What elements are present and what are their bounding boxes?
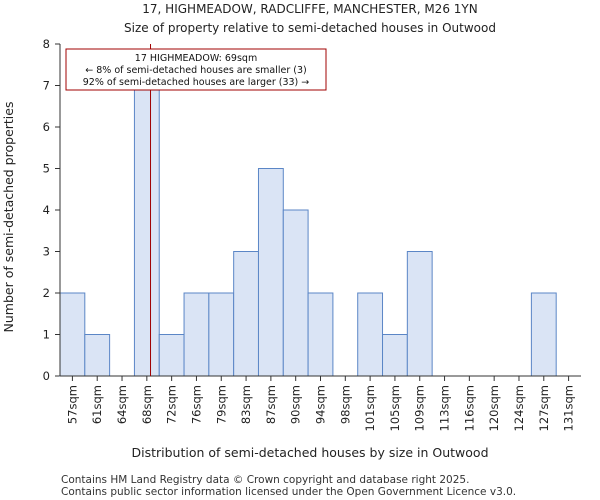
bar-94sqm	[307, 292, 334, 377]
y-tick-label-6: 6	[43, 120, 50, 134]
bar-127sqm	[530, 292, 557, 377]
y-tick-label-2: 2	[43, 286, 50, 300]
x-tick-label-57sqm: 57sqm	[65, 385, 79, 424]
chart-title-line-1: 17, HIGHMEADOW, RADCLIFFE, MANCHESTER, M…	[142, 2, 477, 16]
y-tick-label-1: 1	[43, 328, 50, 342]
x-tick-label-83sqm: 83sqm	[239, 385, 253, 424]
bar-68sqm	[133, 85, 160, 377]
bar-79sqm	[208, 292, 235, 377]
annotation-line-1: 17 HIGHMEADOW: 69sqm	[135, 53, 257, 64]
x-tick-label-116sqm: 116sqm	[462, 385, 476, 431]
x-tick-label-131sqm: 131sqm	[562, 385, 576, 431]
x-tick-label-127sqm: 127sqm	[537, 385, 551, 431]
x-tick-label-98sqm: 98sqm	[338, 385, 352, 424]
x-tick-label-72sqm: 72sqm	[165, 385, 179, 424]
annotation-box: 17 HIGHMEADOW: 69sqm ← 8% of semi-detach…	[65, 48, 327, 91]
x-tick-label-90sqm: 90sqm	[289, 385, 303, 424]
footer-line-1: Contains HM Land Registry data © Crown c…	[61, 474, 469, 486]
bars-group	[59, 85, 557, 377]
bar-105sqm	[382, 334, 408, 377]
bar-61sqm	[84, 334, 111, 377]
x-axis-ticks: 57sqm 61sqm 64sqm 68sqm 72sqm 76sqm 79sqm 83sqm…	[65, 376, 576, 431]
x-tick-label-94sqm: 94sqm	[314, 385, 328, 424]
chart-title-line-2: Size of property relative to semi-detach…	[124, 21, 496, 35]
x-tick-label-109sqm: 109sqm	[413, 385, 427, 431]
annotation-line-3: 92% of semi-detached houses are larger (…	[83, 77, 310, 88]
bar-109sqm	[406, 251, 433, 377]
y-tick-label-5: 5	[43, 162, 50, 176]
bar-76sqm	[183, 292, 210, 377]
bar-57sqm	[59, 292, 86, 377]
x-tick-label-113sqm: 113sqm	[438, 385, 452, 431]
bar-90sqm	[282, 209, 309, 377]
annotation-line-2: ← 8% of semi-detached houses are smaller…	[85, 65, 306, 76]
y-axis-ticks: 0 1 2 3 4 5 6 7 8	[43, 37, 60, 383]
y-tick-label-8: 8	[43, 37, 50, 51]
bar-83sqm	[233, 251, 259, 377]
x-tick-label-87sqm: 87sqm	[264, 385, 278, 424]
bar-72sqm	[158, 334, 185, 377]
x-tick-label-101sqm: 101sqm	[363, 385, 377, 431]
x-tick-label-64sqm: 64sqm	[115, 385, 129, 424]
y-tick-label-7: 7	[43, 79, 50, 93]
footer-line-2: Contains public sector information licen…	[61, 486, 516, 498]
bar-101sqm	[357, 292, 384, 377]
y-axis-label: Number of semi-detached properties	[1, 102, 16, 333]
y-tick-label-0: 0	[43, 369, 50, 383]
x-tick-label-68sqm: 68sqm	[140, 385, 154, 424]
y-tick-label-4: 4	[43, 203, 50, 217]
x-tick-label-79sqm: 79sqm	[214, 385, 228, 424]
y-tick-label-3: 3	[43, 245, 50, 259]
x-tick-label-124sqm: 124sqm	[512, 385, 526, 431]
annotation-border	[65, 48, 327, 91]
x-tick-label-105sqm: 105sqm	[388, 385, 402, 431]
x-tick-label-76sqm: 76sqm	[189, 385, 203, 424]
x-tick-label-61sqm: 61sqm	[90, 385, 104, 424]
x-tick-label-120sqm: 120sqm	[487, 385, 501, 431]
x-axis-label: Distribution of semi-detached houses by …	[131, 445, 488, 460]
bar-87sqm	[257, 168, 284, 377]
